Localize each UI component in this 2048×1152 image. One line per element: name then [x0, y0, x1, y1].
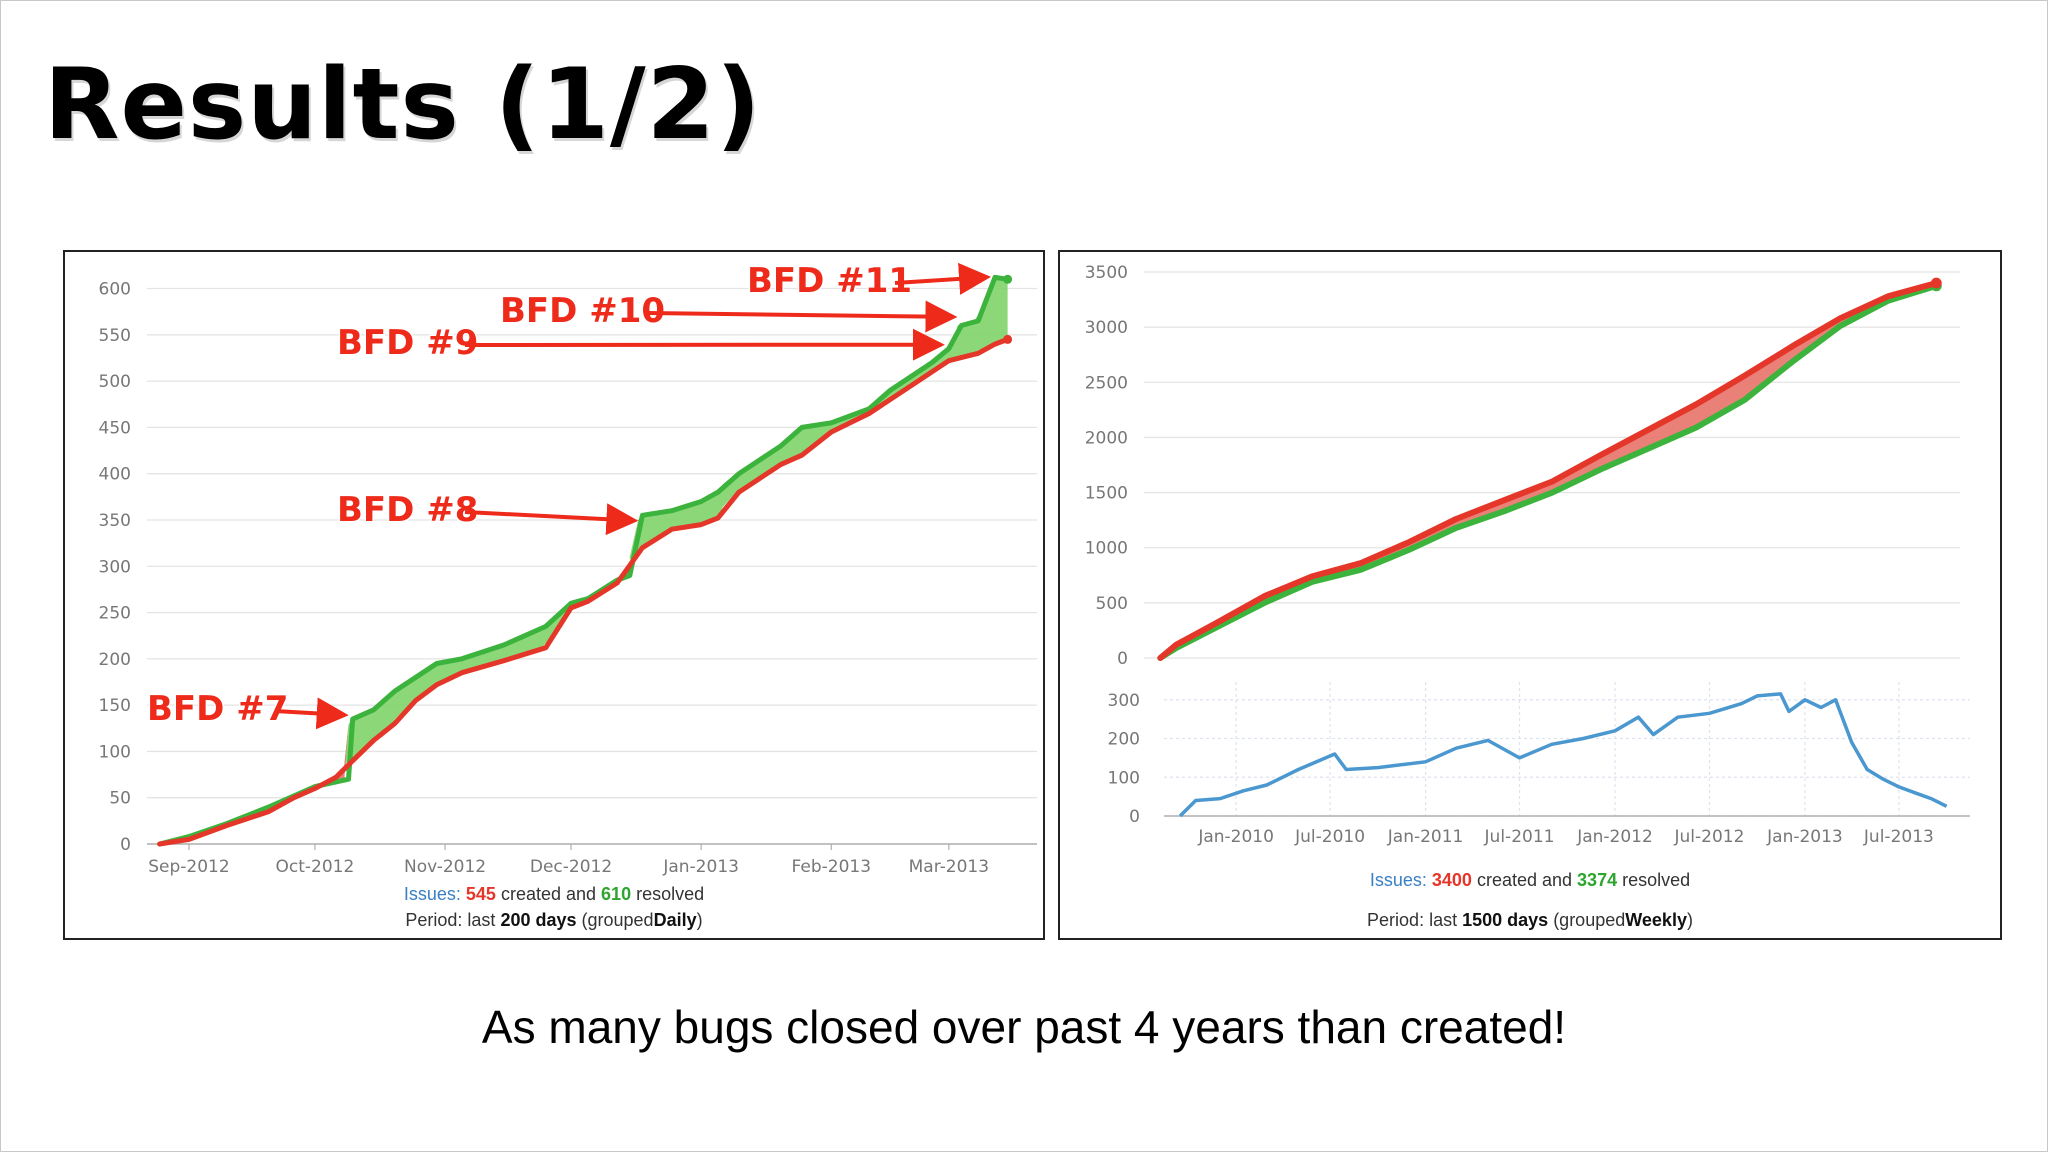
- bfd-y-tick-label: 600: [99, 280, 131, 300]
- created-text: created and: [500, 884, 597, 904]
- weekly-period-caption: Period: last 1500 days (groupedWeekly): [1060, 910, 2000, 931]
- bfd-daily-issues-caption: Issues: 545 created and 610 resolved: [65, 884, 1043, 905]
- bfd-annotation-arrow: [274, 697, 349, 730]
- bfd-y-tick-label: 50: [109, 789, 131, 809]
- bfd-annotation-label: BFD #10: [500, 291, 665, 331]
- bfd-resolved-ahead-area: [159, 277, 1008, 844]
- period-label: Period: last: [1367, 910, 1458, 930]
- bfd-daily-chart: 0 50 100 150 200 250 300 350 400 450 500 550 600 Sep-…: [99, 260, 1037, 877]
- chart-panel-bfd-daily: 0 50 100 150 200 250 300 350 400 450 500 550 600 Sep-…: [63, 250, 1045, 940]
- open-x-tick-label: Jul-2010: [1294, 827, 1365, 847]
- resolved-count: 610: [601, 884, 632, 904]
- weekly-y-tick-label: 3000: [1085, 318, 1128, 338]
- resolved-text: resolved: [1622, 870, 1691, 890]
- weekly-created-line-end-point: [1930, 277, 1942, 289]
- bfd-created-line: [157, 336, 1011, 847]
- open-y-tick-label: 200: [1108, 730, 1140, 750]
- weekly-y-tick-label: 1500: [1085, 484, 1128, 504]
- grouped-value: Daily: [653, 910, 697, 930]
- grouped-label: (grouped: [1553, 910, 1626, 930]
- bfd-resolved-line-end-point: [1003, 274, 1013, 284]
- bfd-annotation: BFD #10: [499, 290, 958, 333]
- open-y-tick-label: 0: [1129, 807, 1140, 827]
- weekly-y-tick-label: 2500: [1085, 373, 1128, 393]
- chart-panel-weekly: 0 500 1000 1500 2000 2500 3000 3500 0 100 200 300 Ja…: [1058, 250, 2002, 940]
- created-text: created and: [1476, 870, 1573, 890]
- bfd-annotation-label: BFD #11: [747, 261, 912, 301]
- weekly-y-tick-label: 1000: [1085, 539, 1128, 559]
- bfd-annotation: BFD #11: [746, 260, 992, 303]
- bfd-x-tick-label: Sep-2012: [148, 857, 229, 877]
- weekly-y-tick-label: 500: [1096, 594, 1128, 614]
- bfd-annotation-label: BFD #8: [337, 490, 478, 530]
- bfd-y-tick-label: 450: [99, 418, 131, 438]
- weekly-issues-caption: Issues: 3400 created and 3374 resolved: [1060, 870, 2000, 891]
- bfd-y-tick-label: 550: [99, 326, 131, 346]
- created-count: 3400: [1431, 870, 1472, 890]
- open-x-tick-label: Jan-2013: [1766, 827, 1843, 847]
- open-x-tick-label: Jul-2011: [1484, 827, 1555, 847]
- open-issues-line: [1178, 692, 1948, 818]
- resolved-text: resolved: [636, 884, 705, 904]
- bfd-y-tick-label: 350: [99, 511, 131, 531]
- bfd-y-tick-label: 500: [99, 372, 131, 392]
- open-x-tick-label: Jul-2012: [1674, 827, 1745, 847]
- bfd-annotation: BFD #8: [336, 489, 639, 536]
- open-y-tick-label: 100: [1108, 768, 1140, 788]
- resolved-count: 3374: [1577, 870, 1618, 890]
- bfd-created-ahead-area: [159, 277, 1008, 844]
- grouped-close: ): [696, 910, 703, 930]
- bfd-annotation: BFD #9: [336, 322, 945, 365]
- open-x-tick-label: Jul-2013: [1863, 827, 1934, 847]
- bfd-x-tick-label: Jan-2013: [662, 857, 739, 877]
- grouped-value: Weekly: [1625, 910, 1687, 930]
- issues-label: Issues:: [403, 884, 461, 904]
- bfd-annotation-label: BFD #9: [337, 323, 478, 363]
- period-days: 1500 days: [1462, 910, 1549, 930]
- bfd-annotation-arrow: [464, 503, 639, 536]
- bfd-annotation-arrow: [894, 262, 992, 295]
- period-label: Period: last: [405, 910, 496, 930]
- bfd-x-tick-label: Mar-2013: [909, 857, 989, 877]
- slide-title: Results (1/2): [44, 48, 762, 162]
- weekly-created-line: [1157, 280, 1940, 661]
- weekly-chart: 0 500 1000 1500 2000 2500 3000 3500 0 100 200 300 Ja…: [1085, 263, 1970, 847]
- bfd-x-tick-label: Dec-2012: [530, 857, 612, 877]
- open-x-tick-label: Jan-2012: [1576, 827, 1653, 847]
- bfd-resolved-line: [157, 274, 1011, 847]
- bfd-annotation-arrow: [647, 300, 958, 333]
- bfd-annotation-label: BFD #7: [147, 689, 288, 729]
- bfd-x-tick-label: Nov-2012: [404, 857, 486, 877]
- bfd-annotation: BFD #7: [146, 688, 349, 731]
- bfd-y-tick-label: 250: [99, 604, 131, 624]
- created-count: 545: [465, 884, 496, 904]
- issues-label: Issues:: [1369, 870, 1427, 890]
- bfd-y-tick-label: 100: [99, 742, 131, 762]
- bfd-y-tick-label: 300: [99, 557, 131, 577]
- bfd-y-tick-label: 150: [99, 696, 131, 716]
- weekly-y-tick-label: 2000: [1085, 428, 1128, 448]
- weekly-y-tick-label: 3500: [1085, 263, 1128, 283]
- weekly-resolved-line: [1157, 282, 1940, 661]
- period-days: 200 days: [500, 910, 577, 930]
- open-y-tick-label: 300: [1108, 691, 1140, 711]
- bfd-x-tick-label: Oct-2012: [276, 857, 355, 877]
- weekly-y-tick-label: 0: [1117, 649, 1128, 669]
- grouped-label: (grouped: [581, 910, 654, 930]
- bfd-daily-period-caption: Period: last 200 days (groupedDaily): [65, 910, 1043, 931]
- grouped-close: ): [1686, 910, 1693, 930]
- slide-footer-text: As many bugs closed over past 4 years th…: [481, 1001, 1567, 1053]
- bfd-y-tick-label: 400: [99, 465, 131, 485]
- open-x-tick-label: Jan-2010: [1197, 827, 1274, 847]
- bfd-x-tick-label: Feb-2013: [792, 857, 872, 877]
- bfd-y-tick-label: 200: [99, 650, 131, 670]
- bfd-y-tick-label: 0: [120, 835, 131, 855]
- bfd-created-line-end-point: [1003, 334, 1013, 344]
- open-x-tick-label: Jan-2011: [1387, 827, 1464, 847]
